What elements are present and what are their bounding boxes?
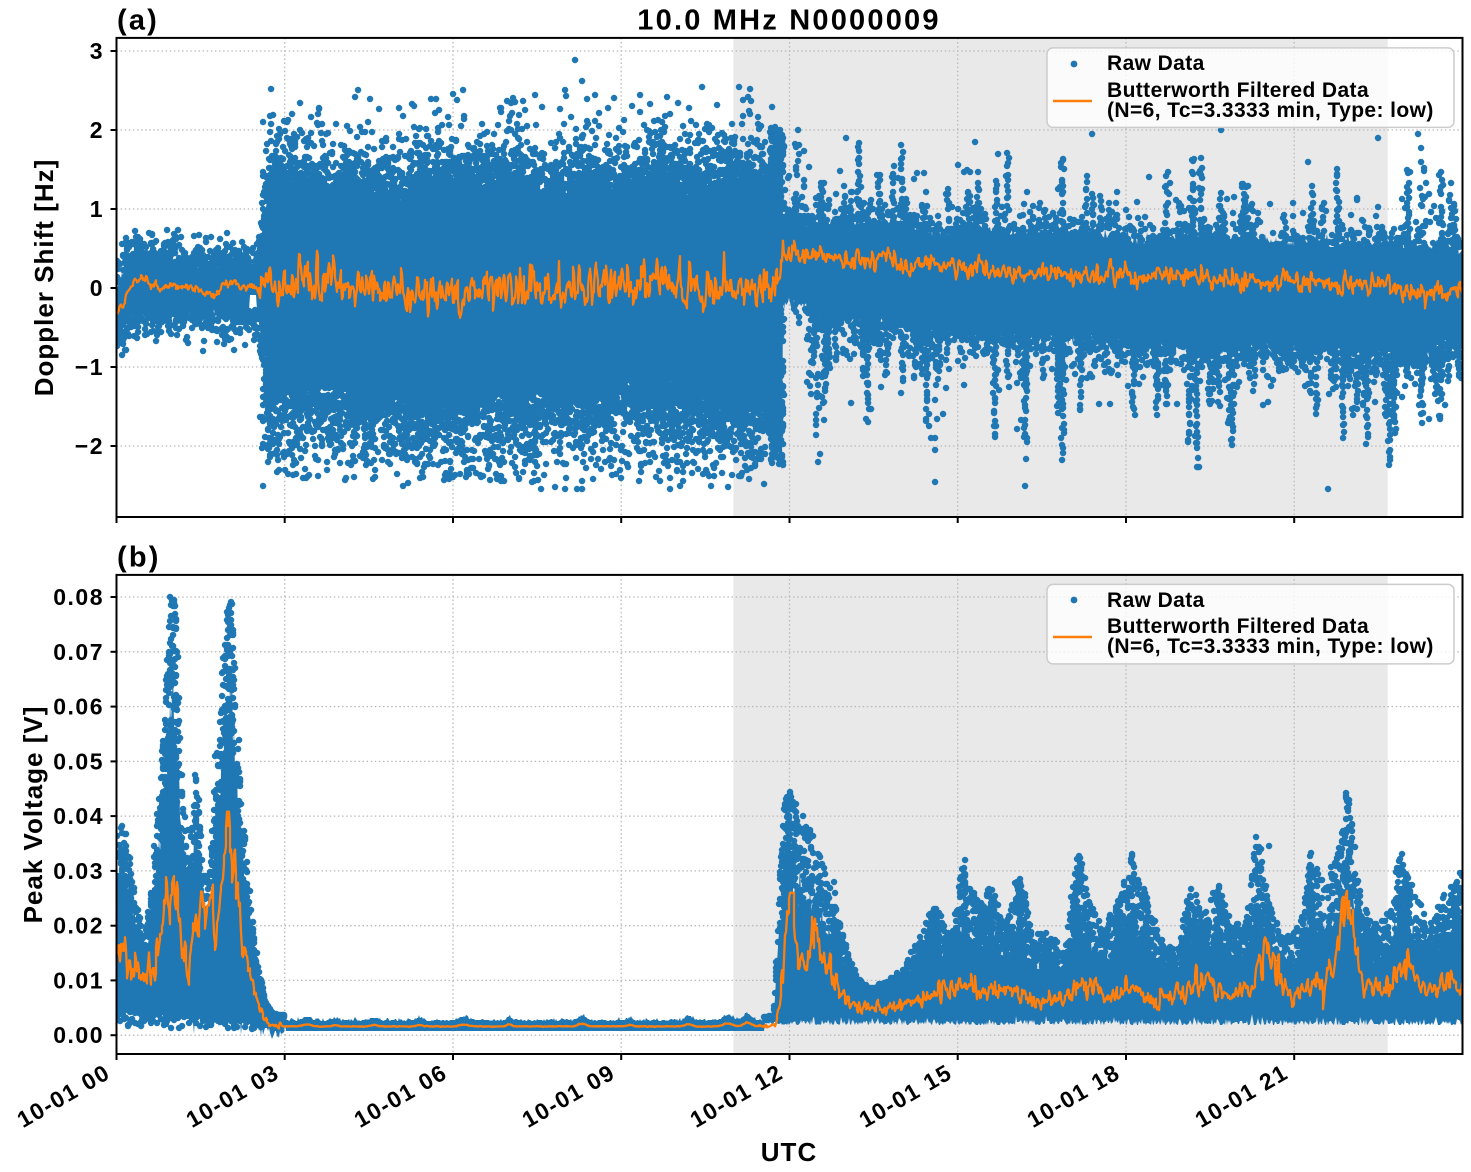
- svg-text:3: 3: [90, 38, 104, 64]
- svg-text:−1: −1: [75, 354, 104, 380]
- svg-text:0.07: 0.07: [53, 639, 104, 665]
- svg-text:UTC: UTC: [761, 1137, 817, 1167]
- svg-text:2: 2: [90, 117, 104, 143]
- svg-text:Butterworth Filtered Data: Butterworth Filtered Data: [1107, 615, 1369, 638]
- svg-text:0: 0: [90, 275, 104, 301]
- svg-text:0.04: 0.04: [53, 803, 104, 829]
- svg-text:0.02: 0.02: [53, 913, 104, 939]
- svg-text:(N=6, Tc=3.3333 min, Type: low: (N=6, Tc=3.3333 min, Type: low): [1107, 99, 1434, 122]
- svg-text:0.00: 0.00: [53, 1022, 104, 1048]
- svg-text:1: 1: [90, 196, 104, 222]
- svg-text:0.01: 0.01: [53, 967, 104, 993]
- svg-text:Raw Data: Raw Data: [1107, 52, 1205, 75]
- svg-text:−2: −2: [75, 433, 104, 459]
- svg-text:10.0 MHz N0000009: 10.0 MHz N0000009: [637, 5, 940, 37]
- svg-text:Butterworth Filtered Data: Butterworth Filtered Data: [1107, 79, 1369, 102]
- svg-text:Raw Data: Raw Data: [1107, 589, 1205, 612]
- svg-text:0.05: 0.05: [53, 748, 104, 774]
- svg-text:0.08: 0.08: [53, 584, 104, 610]
- svg-text:0.03: 0.03: [53, 858, 104, 884]
- svg-text:0.06: 0.06: [53, 694, 104, 720]
- svg-text:Peak Voltage [V]: Peak Voltage [V]: [18, 706, 48, 924]
- svg-text:(N=6, Tc=3.3333 min, Type: low: (N=6, Tc=3.3333 min, Type: low): [1107, 635, 1434, 658]
- svg-text:(b): (b): [117, 542, 161, 574]
- svg-text:Doppler Shift [Hz]: Doppler Shift [Hz]: [29, 159, 59, 397]
- svg-text:(a): (a): [117, 5, 159, 37]
